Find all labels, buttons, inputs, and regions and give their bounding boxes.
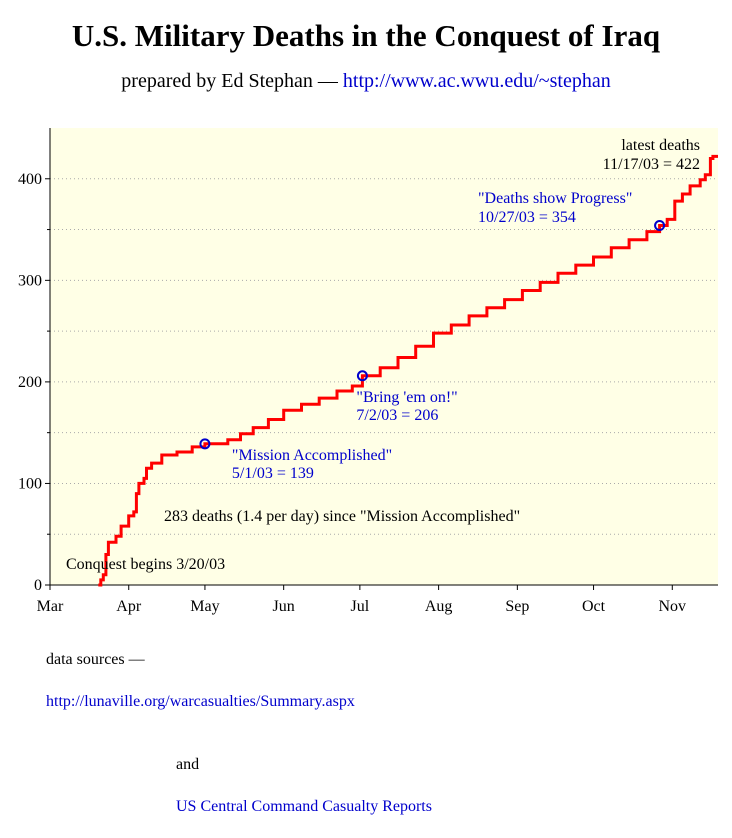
data-sources: data sources — http://lunaville.org/warc… [30, 628, 432, 838]
annotation-mission-accomplished-quote: "Mission Accomplished" [232, 447, 392, 464]
y-tick-label: 0 [34, 577, 42, 594]
deaths-chart: 0 100 200 300 400 Mar Apr May Jun Jul Aug Sep Oct Nov… [18, 128, 718, 615]
x-tick-label: Oct [582, 598, 606, 615]
annotation-layer: "Mission Accomplished"5/1/03 = 139 "Bring… [66, 137, 700, 573]
prepared-by-text: prepared by Ed Stephan — [121, 70, 338, 92]
event-marker [654, 219, 666, 231]
annotation-deaths-show-progress-quote: "Deaths show Progress" [478, 190, 632, 207]
annotation-summary: 283 deaths (1.4 per day) since "Mission … [164, 508, 520, 525]
annotation-bring-em-on-quote: "Bring 'em on!" [356, 389, 457, 406]
x-tick-label: Jul [351, 598, 370, 615]
event-marker [199, 438, 211, 450]
annotation-bring-em-on-date: 7/2/03 = 206 [356, 407, 438, 424]
marker-layer [199, 219, 666, 450]
x-tick-label: May [190, 598, 219, 615]
annotation-mission-accomplished-date: 5/1/03 = 139 [232, 465, 314, 482]
x-tick-label: Nov [659, 598, 687, 615]
y-tick-label: 200 [18, 374, 42, 391]
y-tick-label: 400 [18, 171, 42, 188]
annotation-latest-deaths-label: latest deaths [621, 137, 700, 154]
sources-label: data sources — [46, 651, 145, 668]
deaths-series-line [98, 154, 718, 587]
y-tick-label: 300 [18, 272, 42, 289]
x-tick-label: Mar [37, 598, 64, 615]
event-marker [356, 370, 368, 382]
annotation-latest-deaths-date: 11/17/03 = 422 [603, 156, 700, 173]
x-tick-label: Aug [425, 598, 453, 615]
series-layer [98, 154, 718, 587]
x-tick-label: Apr [116, 598, 142, 615]
axis-layer: 0 100 200 300 400 Mar Apr May Jun Jul Aug Sep Oct Nov [18, 128, 718, 615]
y-tick-label: 100 [18, 475, 42, 492]
x-tick-label: Sep [505, 598, 529, 615]
annotation-conquest-begins: Conquest begins 3/20/03 [66, 556, 225, 573]
grid-layer [50, 178, 718, 535]
subtitle: prepared by Ed Stephan — http://www.ac.w… [0, 70, 732, 93]
source-link-centcom[interactable]: US Central Command Casualty Reports [176, 798, 432, 815]
author-link[interactable]: http://www.ac.wwu.edu/~stephan [342, 70, 611, 92]
source-link-lunaville[interactable]: http://lunaville.org/warcasualties/Summa… [46, 693, 355, 710]
and-label: and [176, 756, 200, 773]
plot-area [50, 128, 718, 585]
page-title: U.S. Military Deaths in the Conquest of … [71, 18, 661, 53]
x-tick-label: Jun [273, 598, 295, 615]
annotation-deaths-show-progress-date: 10/27/03 = 354 [478, 209, 576, 226]
